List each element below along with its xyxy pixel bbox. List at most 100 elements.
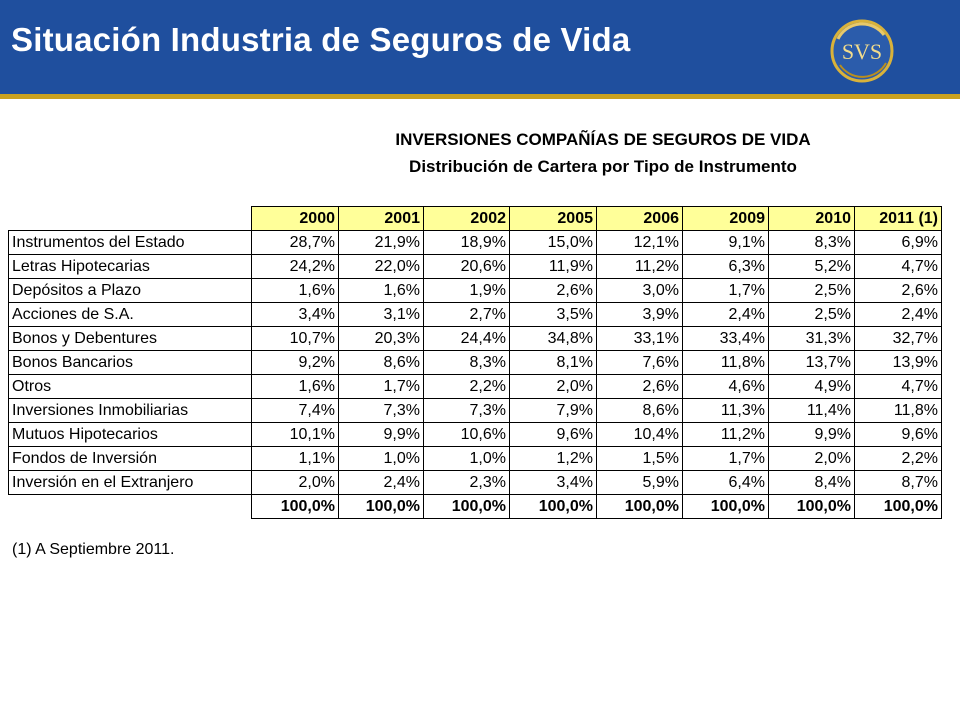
total-cell: 100,0% (338, 494, 424, 519)
table-cell: 11,2% (682, 422, 769, 447)
total-cell: 100,0% (509, 494, 597, 519)
column-header: 2006 (596, 206, 683, 231)
total-cell: 100,0% (596, 494, 683, 519)
table-cell: 6,3% (682, 254, 769, 279)
table-cell: 13,9% (854, 350, 942, 375)
table-cell: 2,6% (509, 278, 597, 303)
table-cell: 3,4% (251, 302, 339, 327)
table-cell: 9,6% (509, 422, 597, 447)
table-cell: 3,5% (509, 302, 597, 327)
table-cell: 15,0% (509, 230, 597, 255)
column-header: 2009 (682, 206, 769, 231)
table-cell: 8,3% (768, 230, 855, 255)
total-blank-cell (9, 495, 252, 519)
column-header: 2000 (251, 206, 339, 231)
header-divider (0, 94, 960, 99)
row-label: Acciones de S.A. (8, 302, 252, 327)
column-header: 2001 (338, 206, 424, 231)
table-cell: 3,4% (509, 470, 597, 495)
table-cell: 9,9% (768, 422, 855, 447)
table-cell: 7,3% (423, 398, 510, 423)
table-cell: 2,7% (423, 302, 510, 327)
total-cell: 100,0% (423, 494, 510, 519)
table-cell: 7,3% (338, 398, 424, 423)
table-cell: 18,9% (423, 230, 510, 255)
table-cell: 1,5% (596, 446, 683, 471)
table-cell: 2,4% (338, 470, 424, 495)
table-body: Instrumentos del Estado 28,7% 21,9% 18,9% 15… (8, 230, 942, 519)
table-cell: 1,6% (338, 278, 424, 303)
table-cell: 11,4% (768, 398, 855, 423)
column-header: 2011 (1) (854, 206, 942, 231)
table-cell: 5,2% (768, 254, 855, 279)
table-cell: 11,3% (682, 398, 769, 423)
table-cell: 9,9% (338, 422, 424, 447)
table-row: Bonos y Debentures 10,7% 20,3% 24,4% 34,8% 33… (8, 326, 942, 351)
table-row: Fondos de Inversión 1,1% 1,0% 1,0% 1,2% 1,5% 1… (8, 446, 942, 471)
row-label: Letras Hipotecarias (8, 254, 252, 279)
table-cell: 8,6% (338, 350, 424, 375)
table-row: Inversión en el Extranjero 2,0% 2,4% 2,3% 3,… (8, 470, 942, 495)
total-cell: 100,0% (768, 494, 855, 519)
table-cell: 11,8% (854, 398, 942, 423)
table-cell: 11,9% (509, 254, 597, 279)
table-cell: 1,1% (251, 446, 339, 471)
table-cell: 6,4% (682, 470, 769, 495)
table-cell: 1,2% (509, 446, 597, 471)
table-cell: 24,4% (423, 326, 510, 351)
row-label: Inversión en el Extranjero (8, 470, 252, 495)
table-cell: 1,7% (682, 446, 769, 471)
table-row: Letras Hipotecarias 24,2% 22,0% 20,6% 11,9% 1… (8, 254, 942, 279)
table-cell: 32,7% (854, 326, 942, 351)
table-cell: 1,7% (682, 278, 769, 303)
table-cell: 2,0% (768, 446, 855, 471)
table-cell: 7,9% (509, 398, 597, 423)
table-cell: 4,7% (854, 254, 942, 279)
row-label: Inversiones Inmobiliarias (8, 398, 252, 423)
slide-title: Situación Industria de Seguros de Vida (11, 21, 631, 58)
table-cell: 33,4% (682, 326, 769, 351)
table-cell: 11,2% (596, 254, 683, 279)
table-cell: 7,4% (251, 398, 339, 423)
table-heading: INVERSIONES COMPAÑÍAS DE SEGUROS DE VIDA (395, 130, 811, 149)
table-cell: 2,5% (768, 278, 855, 303)
total-row: 100,0% 100,0% 100,0% 100,0% 100,0% 100,0% 100,… (9, 494, 942, 519)
title-bar: Situación Industria de Seguros de Vida S… (0, 0, 960, 94)
table-cell: 8,6% (596, 398, 683, 423)
table-cell: 3,9% (596, 302, 683, 327)
table-cell: 22,0% (338, 254, 424, 279)
svs-logo: SVS (830, 19, 894, 83)
table-cell: 2,4% (854, 302, 942, 327)
total-cell: 100,0% (854, 494, 942, 519)
table-cell: 6,9% (854, 230, 942, 255)
table-cell: 8,7% (854, 470, 942, 495)
table-cell: 28,7% (251, 230, 339, 255)
row-label: Otros (8, 374, 252, 399)
table-cell: 12,1% (596, 230, 683, 255)
table-cell: 33,1% (596, 326, 683, 351)
table-cell: 2,5% (768, 302, 855, 327)
column-header: 2010 (768, 206, 855, 231)
table-cell: 10,7% (251, 326, 339, 351)
table-row: Inversiones Inmobiliarias 7,4% 7,3% 7,3% 7,9… (8, 398, 942, 423)
table-cell: 8,3% (423, 350, 510, 375)
table-cell: 3,0% (596, 278, 683, 303)
table-cell: 9,6% (854, 422, 942, 447)
table-cell: 4,9% (768, 374, 855, 399)
table-row: Bonos Bancarios 9,2% 8,6% 8,3% 8,1% 7,6% 11,8%… (8, 350, 942, 375)
table-cell: 1,6% (251, 374, 339, 399)
table-cell: 2,4% (682, 302, 769, 327)
table-cell: 20,6% (423, 254, 510, 279)
row-label: Fondos de Inversión (8, 446, 252, 471)
row-label: Depósitos a Plazo (8, 278, 252, 303)
table-cell: 11,8% (682, 350, 769, 375)
row-label: Mutuos Hipotecarios (8, 422, 252, 447)
header-blank-cell (9, 207, 252, 231)
table-cell: 34,8% (509, 326, 597, 351)
table-cell: 4,6% (682, 374, 769, 399)
table-cell: 2,0% (251, 470, 339, 495)
table-cell: 1,0% (423, 446, 510, 471)
total-cell: 100,0% (682, 494, 769, 519)
logo-text: SVS (842, 39, 882, 64)
table-cell: 21,9% (338, 230, 424, 255)
